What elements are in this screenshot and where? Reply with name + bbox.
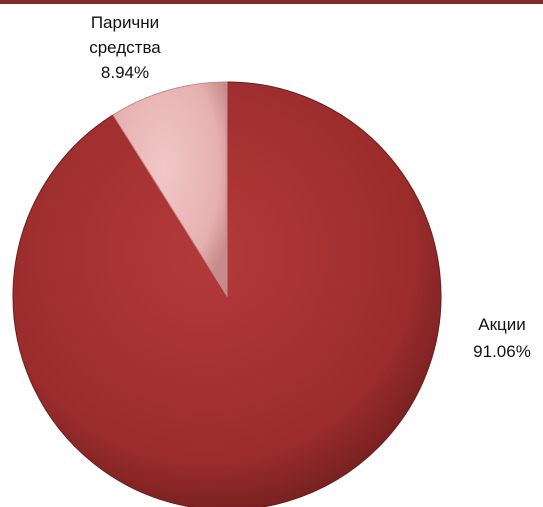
slice-label-cash-line-1: Парични (91, 13, 159, 32)
pie-labels: Акции 91.06% Парични средства 8.94% (89, 13, 531, 361)
pie-slices (12, 81, 442, 507)
slice-label-shares: Акции (478, 315, 526, 334)
pie-slice-cash (112, 81, 228, 298)
slice-label-cash-line-2: средства (89, 38, 161, 57)
pie-slice-shares (12, 81, 442, 507)
top-rule (0, 0, 543, 4)
slice-value-cash: 8.94% (101, 63, 149, 82)
slice-value-shares: 91.06% (473, 342, 531, 361)
